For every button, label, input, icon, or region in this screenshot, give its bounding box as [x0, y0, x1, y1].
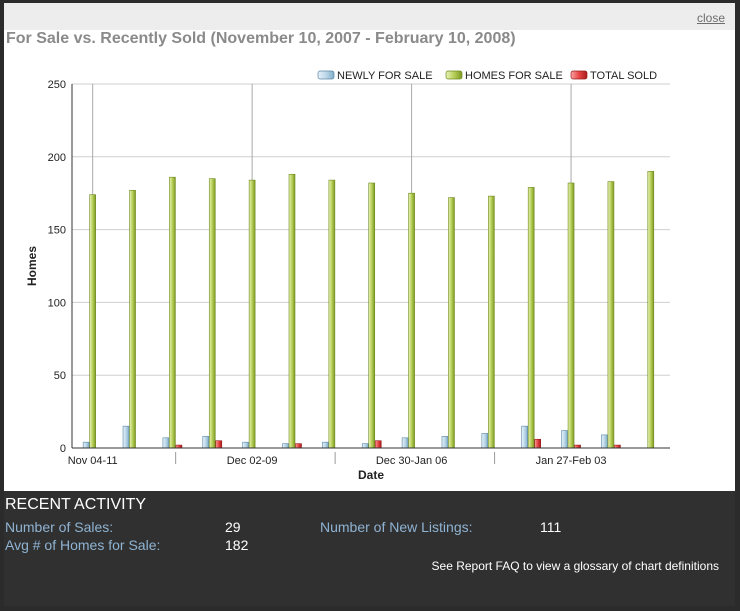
- bar-newly-for-sale: [361, 443, 369, 449]
- x-tick-label: Jan 27-Feb 03: [536, 455, 607, 467]
- bar-homes-for-sale: [169, 176, 176, 449]
- bar-newly-for-sale: [322, 441, 329, 449]
- legend-label-newly-for-sale: NEWLY FOR SALE: [337, 70, 433, 82]
- y-tick-label: 50: [54, 370, 66, 382]
- report-dialog: close For Sale vs. Recently Sold (Novemb…: [4, 3, 735, 606]
- bar-homes-for-sale: [607, 181, 615, 449]
- y-axis-title: Homes: [25, 246, 39, 286]
- bar-newly-for-sale: [242, 441, 249, 449]
- bar-homes-for-sale: [408, 192, 415, 449]
- bar-newly-for-sale: [82, 441, 90, 449]
- sales-label: Number of Sales:: [5, 519, 114, 535]
- x-tick-label: Dec 30-Jan 06: [376, 455, 448, 467]
- sales-value: 29: [225, 519, 241, 535]
- bar-homes-for-sale: [248, 179, 256, 449]
- bar-newly-for-sale: [401, 437, 409, 449]
- new-listings-label: Number of New Listings:: [320, 519, 473, 535]
- chart-area: 0 50 100 150 200 250 Nov 04-11 Dec 02-09 Dec 30-…: [4, 55, 735, 491]
- report-faq-link[interactable]: See Report FAQ to view a glossary of cha…: [431, 559, 719, 573]
- bar-homes-for-sale: [89, 194, 96, 449]
- bar-newly-for-sale: [441, 436, 449, 449]
- bar-homes-for-sale: [488, 195, 495, 449]
- bar-newly-for-sale: [122, 425, 130, 449]
- bar-total-sold: [374, 440, 382, 449]
- y-tick-label: 150: [48, 225, 66, 237]
- bar-newly-for-sale: [202, 436, 210, 449]
- bar-homes-for-sale: [368, 182, 376, 449]
- avg-homes-label: Avg # of Homes for Sale:: [5, 537, 161, 553]
- bar-homes-for-sale: [448, 197, 455, 449]
- bar-newly-for-sale: [601, 434, 608, 449]
- bar-total-sold: [295, 443, 302, 449]
- bar-newly-for-sale: [561, 430, 568, 449]
- x-tick-label: Nov 04-11: [68, 455, 118, 467]
- x-axis-title: Date: [358, 468, 384, 482]
- bar-homes-for-sale: [208, 178, 216, 449]
- y-tick-label: 100: [48, 297, 66, 309]
- bar-newly-for-sale: [162, 437, 170, 449]
- bar-newly-for-sale: [481, 433, 489, 449]
- legend-swatch-homes-for-sale: [445, 70, 463, 80]
- avg-homes-value: 182: [225, 537, 249, 553]
- legend-label-homes-for-sale: HOMES FOR SALE: [465, 70, 563, 82]
- bar-homes-for-sale: [647, 171, 655, 449]
- legend-swatch-total-sold: [570, 70, 588, 80]
- x-tick-label: Dec 02-09: [227, 455, 278, 467]
- bar-homes-for-sale: [129, 189, 136, 449]
- bar-homes-for-sale: [288, 173, 296, 449]
- legend-label-total-sold: TOTAL SOLD: [590, 70, 657, 82]
- y-tick-label: 250: [48, 79, 66, 91]
- bar-total-sold: [534, 438, 541, 449]
- chart-title: For Sale vs. Recently Sold (November 10,…: [6, 30, 516, 47]
- y-tick-label: 200: [48, 152, 66, 164]
- bar-homes-for-sale: [328, 179, 336, 449]
- bar-homes-for-sale: [527, 187, 535, 449]
- new-listings-value: 111: [540, 519, 562, 535]
- bar-newly-for-sale: [282, 443, 289, 449]
- recent-activity-panel: RECENT ACTIVITY Number of Sales: 29 Numb…: [4, 491, 735, 606]
- close-link[interactable]: close: [696, 11, 725, 25]
- legend-swatch-newly-for-sale: [317, 70, 335, 80]
- bar-total-sold: [215, 440, 223, 449]
- y-tick-label: 0: [60, 443, 66, 455]
- recent-activity-heading: RECENT ACTIVITY: [5, 496, 147, 513]
- dialog-topbar: close: [4, 3, 735, 30]
- bar-chart: 0 50 100 150 200 250 Nov 04-11 Dec 02-09 Dec 30-…: [25, 70, 670, 482]
- bar-homes-for-sale: [567, 182, 575, 449]
- bar-newly-for-sale: [521, 425, 528, 449]
